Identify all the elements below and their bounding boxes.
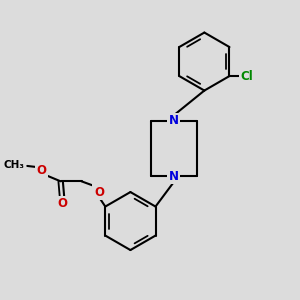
Text: N: N [169, 169, 179, 183]
Text: Cl: Cl [241, 70, 253, 83]
Text: O: O [57, 197, 67, 210]
Text: N: N [169, 115, 179, 128]
Text: O: O [94, 186, 104, 199]
Text: CH₃: CH₃ [4, 160, 25, 170]
Text: O: O [37, 164, 47, 177]
